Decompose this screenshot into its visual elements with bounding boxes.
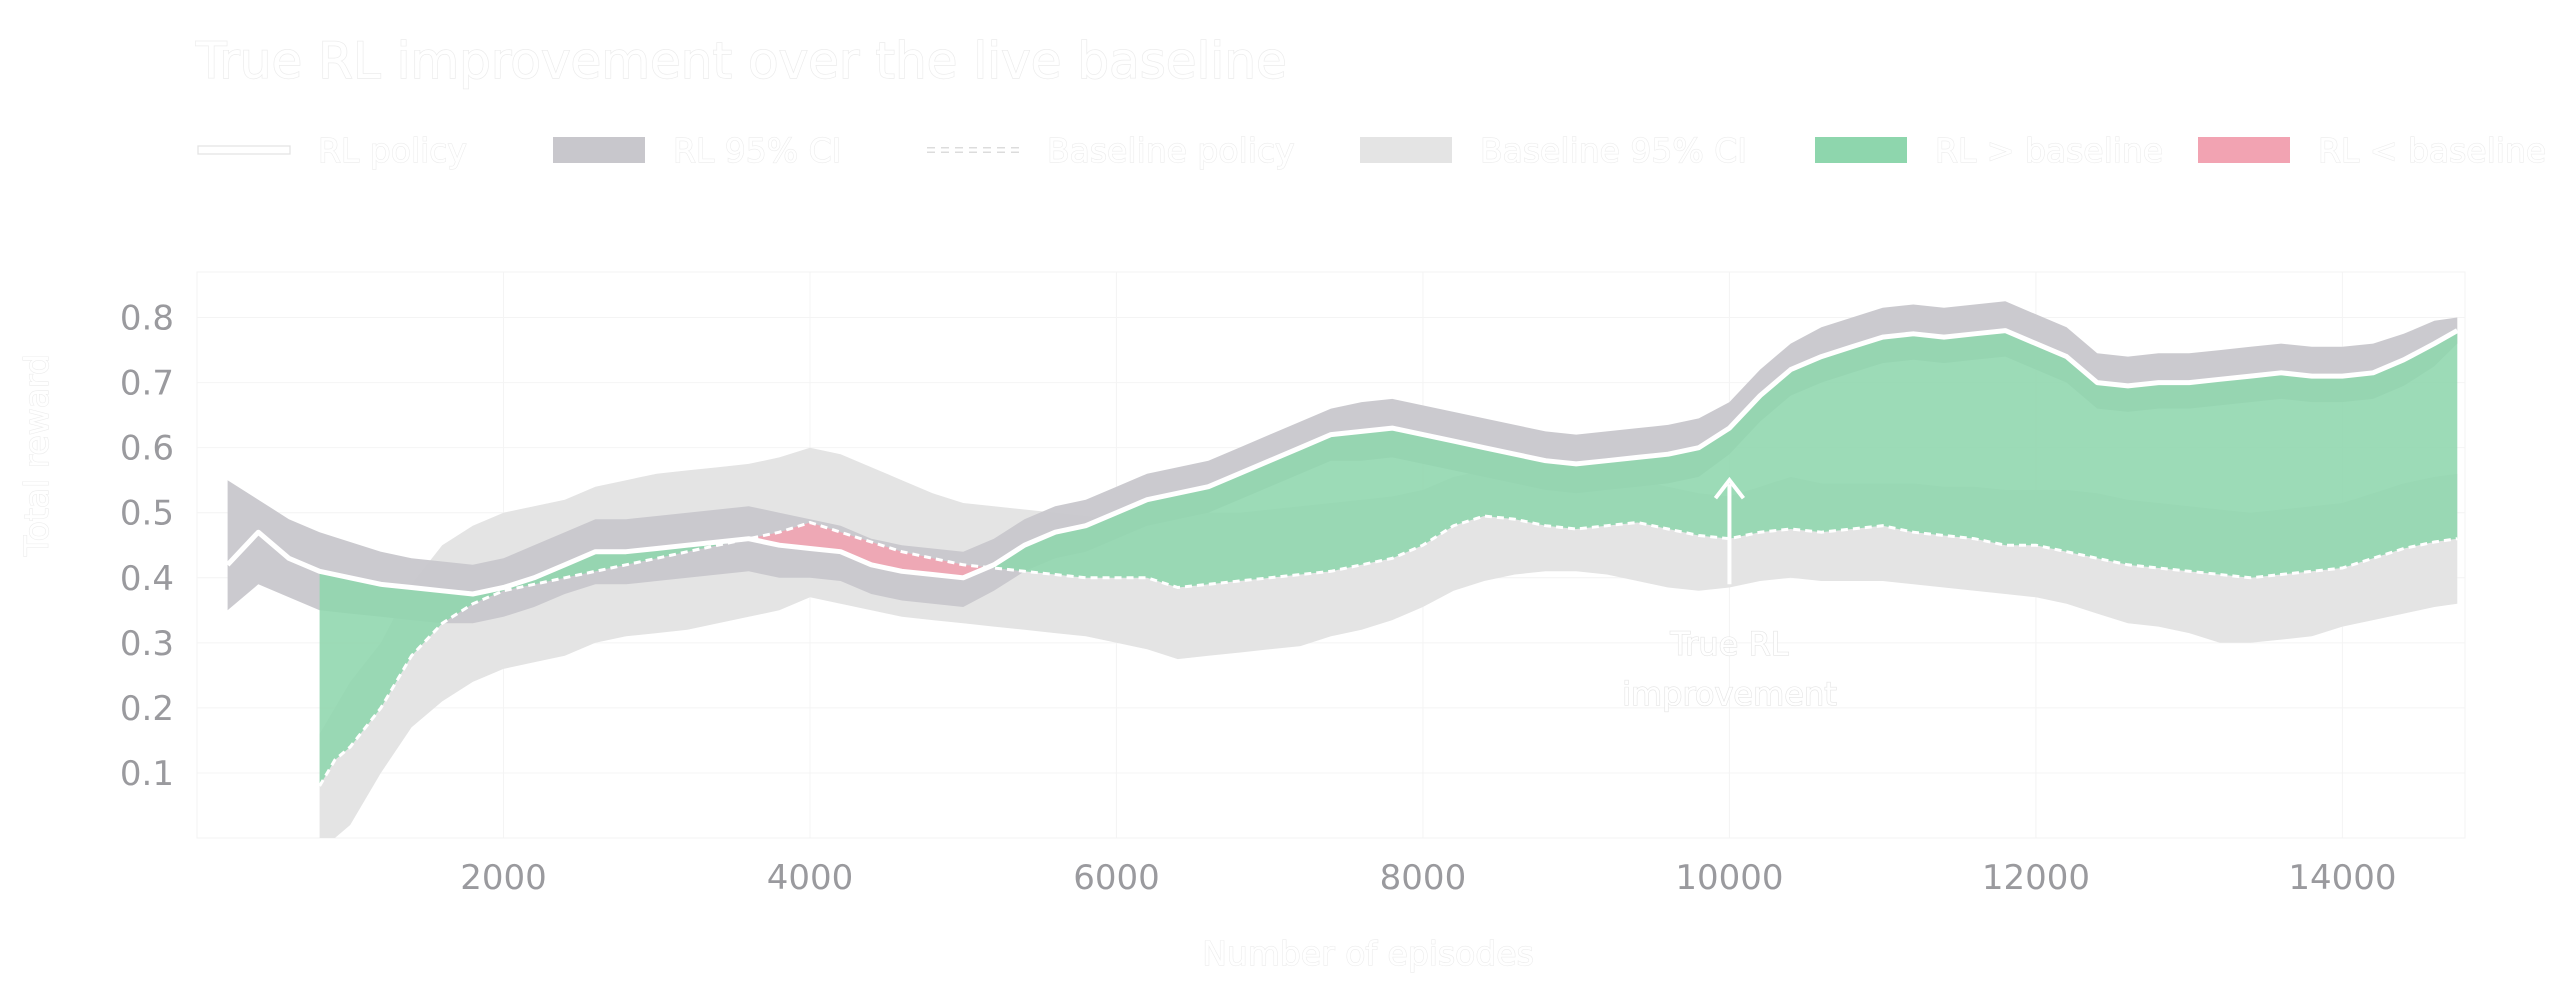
legend-label: Baseline 95% CI bbox=[1480, 131, 1747, 170]
x-tick-label: 6000 bbox=[1073, 858, 1160, 898]
y-tick-label: 0.5 bbox=[120, 494, 174, 534]
y-tick-label: 0.8 bbox=[120, 299, 174, 339]
y-tick-label: 0.6 bbox=[120, 429, 174, 469]
legend-swatch bbox=[1815, 137, 1907, 163]
baseline-policy-line bbox=[318, 514, 2458, 787]
legend-label: RL > baseline bbox=[1935, 131, 2163, 170]
rl-below-baseline-area bbox=[752, 522, 987, 578]
legend-swatch bbox=[553, 137, 645, 163]
y-tick-label: 0.1 bbox=[120, 754, 174, 794]
y-tick-label: 0.4 bbox=[120, 559, 174, 599]
y-axis-label: Total reward bbox=[17, 354, 56, 557]
difference-fill bbox=[319, 330, 2458, 786]
legend-label: RL < baseline bbox=[2318, 131, 2546, 170]
x-tick-label: 8000 bbox=[1380, 858, 1467, 898]
legend-swatch bbox=[2198, 137, 2290, 163]
y-tick-label: 0.2 bbox=[120, 689, 174, 729]
policy-lines bbox=[225, 328, 2459, 787]
legend: RL policy RL 95% CI Baseline policy Baselin… bbox=[197, 130, 2547, 171]
legend-label: RL 95% CI bbox=[673, 131, 841, 170]
x-tick-labels: 2000 4000 6000 8000 10000 12000 14000 bbox=[460, 858, 2396, 898]
chart-title: True RL improvement over the live baseli… bbox=[195, 32, 1287, 90]
rl-above-baseline-area bbox=[319, 538, 749, 786]
x-tick-label: 12000 bbox=[1982, 858, 2090, 898]
y-tick-label: 0.3 bbox=[120, 624, 174, 664]
annotation-label: True RL bbox=[1669, 625, 1788, 663]
legend-label: RL policy bbox=[318, 131, 467, 170]
improvement-annotation: True RL improvement bbox=[1621, 476, 1837, 714]
legend-swatch bbox=[1360, 137, 1452, 163]
rl-policy-line bbox=[225, 328, 2459, 597]
x-tick-label: 14000 bbox=[2288, 858, 2396, 898]
x-tick-label: 4000 bbox=[767, 858, 854, 898]
annotation-label: improvement bbox=[1622, 675, 1837, 713]
rl-above-baseline-area bbox=[990, 330, 2458, 588]
x-tick-label: 10000 bbox=[1675, 858, 1783, 898]
annotation-arrowhead bbox=[1713, 476, 1746, 500]
y-tick-labels: 0.1 0.2 0.3 0.4 0.5 0.6 0.7 0.8 bbox=[120, 299, 174, 794]
y-tick-label: 0.7 bbox=[120, 364, 174, 404]
x-tick-label: 2000 bbox=[460, 858, 547, 898]
legend-rl-policy-marker bbox=[197, 145, 291, 155]
x-axis-label: Number of episodes bbox=[1202, 934, 1534, 973]
legend-label: Baseline policy bbox=[1047, 131, 1295, 170]
